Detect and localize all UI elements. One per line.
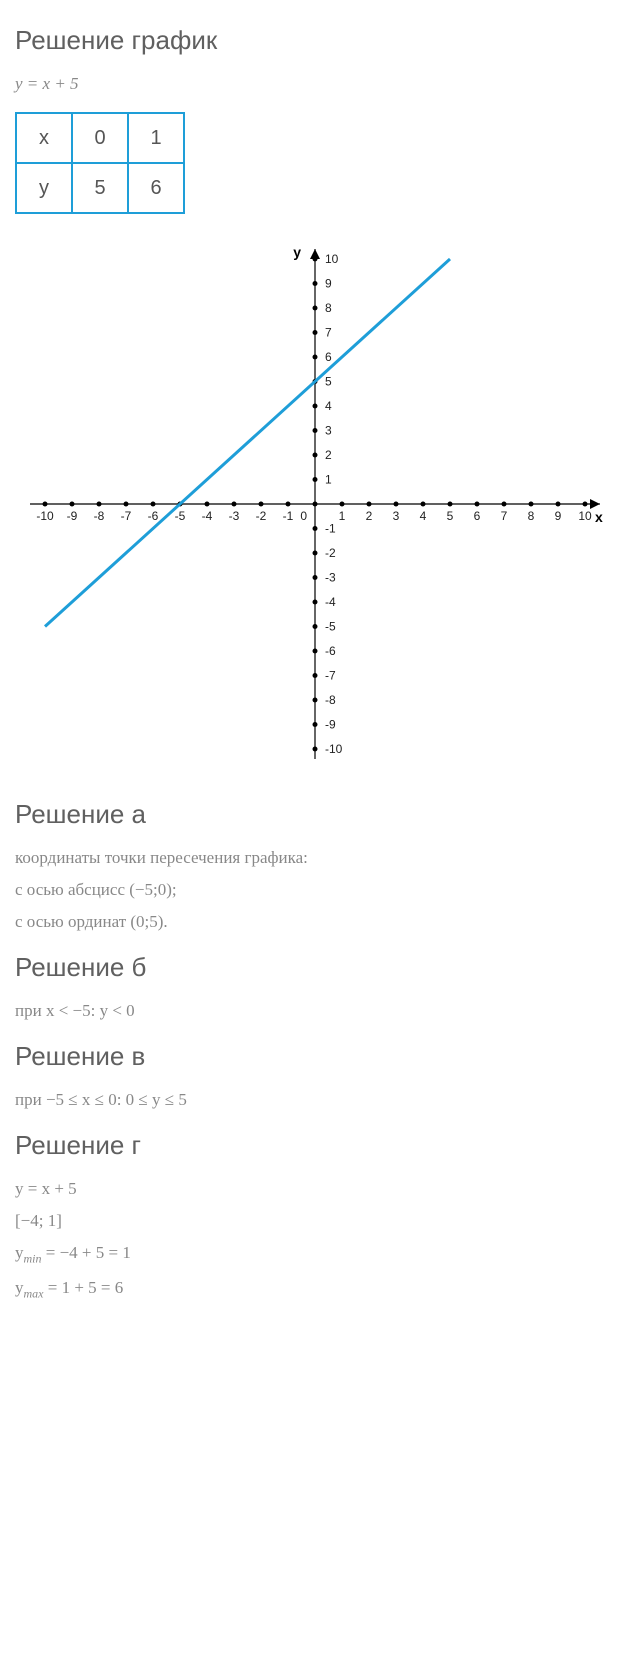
- heading-a: Решение а: [15, 799, 614, 830]
- sol-g-line2: [−4; 1]: [15, 1211, 614, 1231]
- svg-text:6: 6: [474, 509, 481, 523]
- ymax-sub: max: [24, 1287, 44, 1301]
- solution-b-block: Решение б при x < −5: y < 0: [15, 952, 614, 1021]
- table-cell: 1: [128, 113, 184, 163]
- svg-text:2: 2: [366, 509, 373, 523]
- svg-text:8: 8: [325, 301, 332, 315]
- svg-text:-6: -6: [148, 509, 159, 523]
- ymax-expr: = 1 + 5 = 6: [44, 1278, 124, 1297]
- svg-text:-8: -8: [325, 693, 336, 707]
- svg-text:-3: -3: [229, 509, 240, 523]
- table-cell: y: [16, 163, 72, 213]
- sol-b-line1: при x < −5: y < 0: [15, 1001, 614, 1021]
- sol-g-line1: y = x + 5: [15, 1179, 614, 1199]
- svg-text:-2: -2: [256, 509, 267, 523]
- svg-text:7: 7: [501, 509, 508, 523]
- svg-text:1: 1: [339, 509, 346, 523]
- table-cell: x: [16, 113, 72, 163]
- heading-graph: Решение график: [15, 25, 614, 56]
- heading-g: Решение г: [15, 1130, 614, 1161]
- svg-text:-4: -4: [202, 509, 213, 523]
- svg-text:-1: -1: [283, 509, 294, 523]
- ymax-var: y: [15, 1278, 24, 1297]
- svg-text:-10: -10: [36, 509, 54, 523]
- sol-a-line2: с осью абсцисс (−5;0);: [15, 880, 614, 900]
- ymin-sub: min: [24, 1251, 42, 1265]
- svg-text:5: 5: [447, 509, 454, 523]
- sol-a-line1: координаты точки пересечения графика:: [15, 848, 614, 868]
- svg-text:8: 8: [528, 509, 535, 523]
- solution-a-block: Решение а координаты точки пересечения г…: [15, 799, 614, 932]
- svg-text:-7: -7: [121, 509, 132, 523]
- heading-v: Решение в: [15, 1041, 614, 1072]
- svg-text:2: 2: [325, 448, 332, 462]
- svg-text:0: 0: [300, 509, 307, 523]
- heading-b: Решение б: [15, 952, 614, 983]
- table-row: y 5 6: [16, 163, 184, 213]
- table-cell: 5: [72, 163, 128, 213]
- svg-text:7: 7: [325, 326, 332, 340]
- svg-text:-5: -5: [175, 509, 186, 523]
- table-row: x 0 1: [16, 113, 184, 163]
- ymin-expr: = −4 + 5 = 1: [42, 1243, 131, 1262]
- svg-text:-3: -3: [325, 571, 336, 585]
- svg-text:x: x: [595, 509, 603, 525]
- svg-text:3: 3: [393, 509, 400, 523]
- svg-text:9: 9: [555, 509, 562, 523]
- sol-g-line4: ymax = 1 + 5 = 6: [15, 1278, 614, 1301]
- svg-text:-2: -2: [325, 546, 336, 560]
- svg-text:3: 3: [325, 424, 332, 438]
- svg-text:-1: -1: [325, 522, 336, 536]
- svg-text:-7: -7: [325, 669, 336, 683]
- svg-text:1: 1: [325, 473, 332, 487]
- svg-text:10: 10: [578, 509, 592, 523]
- svg-text:-8: -8: [94, 509, 105, 523]
- svg-text:4: 4: [420, 509, 427, 523]
- svg-text:y: y: [293, 244, 301, 260]
- ymin-var: y: [15, 1243, 24, 1262]
- svg-text:-10: -10: [325, 742, 343, 756]
- svg-text:-5: -5: [325, 620, 336, 634]
- sol-g-line3: ymin = −4 + 5 = 1: [15, 1243, 614, 1266]
- svg-text:5: 5: [325, 375, 332, 389]
- table-cell: 6: [128, 163, 184, 213]
- solution-g-block: Решение г y = x + 5 [−4; 1] ymin = −4 + …: [15, 1130, 614, 1302]
- svg-text:-6: -6: [325, 644, 336, 658]
- sol-v-line1: при −5 ≤ x ≤ 0: 0 ≤ y ≤ 5: [15, 1090, 614, 1110]
- svg-text:-9: -9: [325, 718, 336, 732]
- sol-a-line3: с осью ординат (0;5).: [15, 912, 614, 932]
- table-cell: 0: [72, 113, 128, 163]
- value-table: x 0 1 y 5 6: [15, 112, 185, 214]
- svg-text:-9: -9: [67, 509, 78, 523]
- svg-text:-4: -4: [325, 595, 336, 609]
- solution-v-block: Решение в при −5 ≤ x ≤ 0: 0 ≤ y ≤ 5: [15, 1041, 614, 1110]
- svg-text:4: 4: [325, 399, 332, 413]
- line-chart: -10-9-8-7-6-5-4-3-2-1123456789100-10-9-8…: [15, 239, 615, 779]
- svg-text:9: 9: [325, 277, 332, 291]
- svg-text:6: 6: [325, 350, 332, 364]
- main-formula: y = x + 5: [15, 74, 614, 94]
- svg-text:10: 10: [325, 252, 339, 266]
